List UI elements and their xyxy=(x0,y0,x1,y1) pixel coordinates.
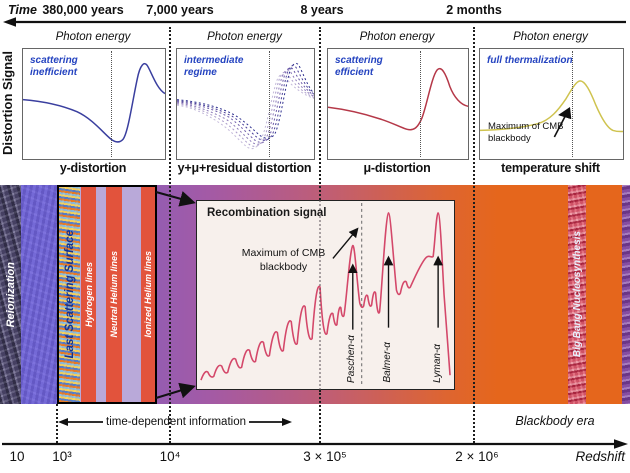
paschen-alpha-label: Paschen-α xyxy=(346,335,357,383)
dashed-gridline xyxy=(319,200,321,390)
dashed-gridline xyxy=(473,27,475,443)
distortion-signal-axis-label: Distortion Signal xyxy=(0,51,15,155)
cmb-maximum-note: Maximum of CMB blackbody xyxy=(488,121,564,145)
recombination-inset: Recombination signal Maximum of CMB blac… xyxy=(196,200,455,390)
redshift-tick: 2 × 10⁶ xyxy=(455,449,499,464)
time-tick: 380,000 years xyxy=(42,3,124,17)
panel-y-distortion: scattering inefficient xyxy=(22,48,166,160)
blackbody-era-label: Blackbody era xyxy=(515,414,595,428)
dashed-gridline xyxy=(319,27,321,200)
cmb-maximum-arrow-icon xyxy=(332,227,359,259)
balmer-alpha-label: Balmer-α xyxy=(382,342,393,383)
y-distortion-curve xyxy=(23,49,165,159)
panel-temperature-shift: full thermalization Maximum of CMB black… xyxy=(479,48,624,160)
panel-residual-distortion: intermediate regime xyxy=(176,48,315,160)
hydrogen-lines-label: Hydrogen lines xyxy=(83,261,94,327)
recombination-curve xyxy=(200,202,451,386)
panel-label: temperature shift xyxy=(501,161,600,175)
zoom-arrow-top-icon xyxy=(155,191,196,207)
reionization-stripe: Reionization xyxy=(0,185,21,404)
zoom-arrows-icon xyxy=(155,191,196,399)
last-scattering-label: Last Scattering Surface xyxy=(63,230,76,359)
last-scattering-box: Last Scattering Surface Hydrogen lines N… xyxy=(57,185,157,404)
right-arrow-icon xyxy=(249,418,292,426)
panel-dotted-line xyxy=(111,51,113,157)
hydrogen-lines-stripe: Hydrogen lines xyxy=(81,187,96,402)
time-arrow-icon xyxy=(3,17,626,27)
redshift-tick: 10 xyxy=(9,449,25,464)
panel-dotted-line xyxy=(420,51,422,157)
panel-dotted-line xyxy=(268,51,270,157)
left-arrow-icon xyxy=(58,418,103,426)
photon-energy-title: Photon energy xyxy=(359,31,435,43)
zoom-arrow-bottom-icon xyxy=(155,382,196,399)
ionized-helium-lines-stripe: Ionized Helium lines xyxy=(141,187,155,402)
panel-annotation: full thermalization xyxy=(487,55,573,66)
inset-cmb-maximum-note: Maximum of CMB blackbody xyxy=(241,247,326,273)
neutral-helium-lines-stripe: Neutral Helium lines xyxy=(106,187,122,402)
right-edge-stripe xyxy=(622,185,630,404)
redshift-tick: 3 × 10⁵ xyxy=(303,449,347,464)
time-axis-label: Time xyxy=(8,3,37,17)
bbn-label: Big Bang Nucleosynthesis xyxy=(571,231,583,358)
lyman-alpha-label: Lyman-α xyxy=(432,344,443,383)
neutral-helium-lines-label: Neutral Helium lines xyxy=(109,251,119,338)
last-scattering-surface-stripe: Last Scattering Surface xyxy=(59,187,80,402)
panel-label: μ-distortion xyxy=(363,161,431,175)
redshift-tick: 10³ xyxy=(52,449,72,464)
panel-dotted-line xyxy=(571,51,573,157)
bbn-stripe: Big Bang Nucleosynthesis xyxy=(568,185,586,404)
inset-title: Recombination signal xyxy=(207,207,327,219)
photon-energy-title: Photon energy xyxy=(55,31,131,43)
temperature-shift-curve xyxy=(480,49,623,159)
panel-label: y+μ+residual distortion xyxy=(177,161,312,175)
panel-mu-distortion: scattering efficient xyxy=(327,48,469,160)
mu-distortion-curve xyxy=(328,49,468,159)
dashed-gridline xyxy=(169,27,171,443)
dashed-gridline xyxy=(56,404,58,443)
panel-label: y-distortion xyxy=(59,161,127,175)
photon-energy-title: Photon energy xyxy=(513,31,588,43)
redshift-axis-arrow-icon xyxy=(2,439,628,449)
pre-recombination-stripe xyxy=(21,185,57,404)
time-tick: 7,000 years xyxy=(146,3,214,17)
photon-energy-title: Photon energy xyxy=(207,31,282,43)
dashed-gridline xyxy=(319,390,321,443)
time-tick: 2 months xyxy=(446,3,502,17)
time-dependent-label: time-dependent information xyxy=(106,416,246,428)
time-dependent-arrow: time-dependent information xyxy=(57,413,321,431)
time-tick: 8 years xyxy=(300,3,344,17)
redshift-axis-label: Redshift xyxy=(575,449,625,464)
redshift-tick: 10⁴ xyxy=(159,449,181,464)
reionization-label: Reionization xyxy=(4,261,17,328)
panel-annotation: scattering efficient xyxy=(335,55,383,78)
panel-annotation: scattering inefficient xyxy=(30,55,78,78)
panel-annotation: intermediate regime xyxy=(184,55,244,78)
